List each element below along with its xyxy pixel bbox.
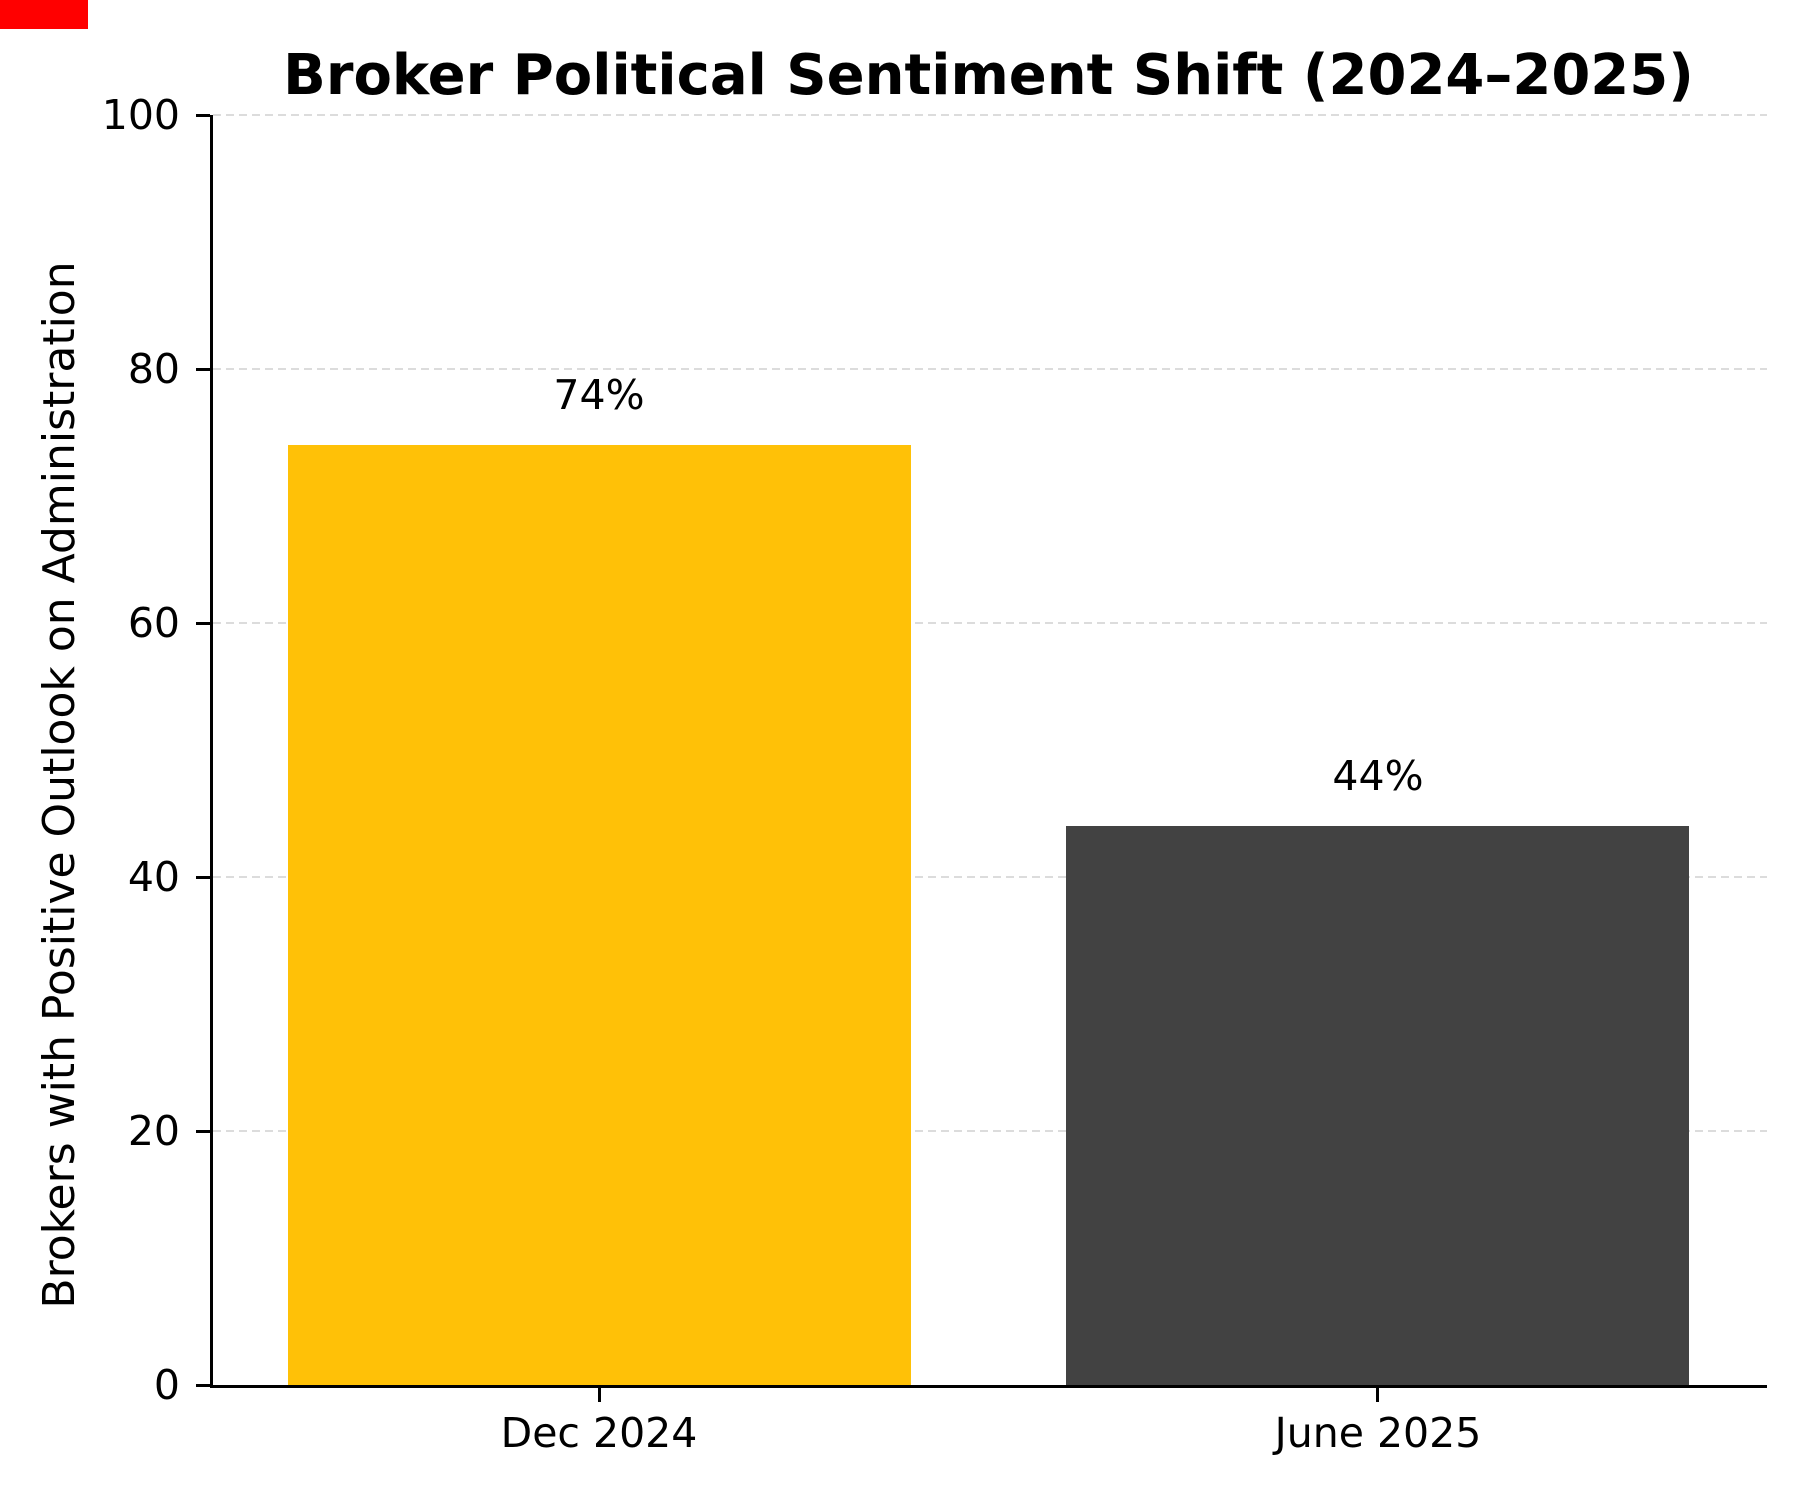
y-tick — [196, 1130, 210, 1133]
gridline — [213, 622, 1767, 624]
corner-marker — [0, 0, 88, 29]
bar-june-2025 — [1066, 826, 1689, 1385]
bar-value-label: 74% — [553, 371, 645, 419]
y-tick — [196, 114, 210, 117]
chart-title: Broker Political Sentiment Shift (2024–2… — [283, 43, 1694, 108]
x-axis-spine — [210, 1385, 1767, 1388]
gridline — [213, 876, 1767, 878]
y-tick — [196, 1384, 210, 1387]
y-axis-spine — [210, 115, 213, 1388]
y-tick — [196, 622, 210, 625]
y-tick-label: 100 — [101, 91, 180, 139]
gridline — [213, 1130, 1767, 1132]
y-tick-label: 40 — [127, 853, 180, 901]
bar-dec-2024 — [288, 445, 911, 1385]
gridline — [213, 114, 1767, 116]
y-tick-label: 80 — [127, 345, 180, 393]
x-tick-label: Dec 2024 — [500, 1409, 698, 1457]
y-tick — [196, 368, 210, 371]
y-tick-label: 60 — [127, 599, 180, 647]
x-tick — [1376, 1388, 1379, 1402]
y-tick-label: 0 — [153, 1361, 180, 1409]
x-tick-label: June 2025 — [1274, 1409, 1482, 1457]
y-tick-label: 20 — [127, 1107, 180, 1155]
x-tick — [598, 1388, 601, 1402]
bar-value-label: 44% — [1332, 752, 1424, 800]
gridline — [213, 368, 1767, 370]
y-tick — [196, 876, 210, 879]
